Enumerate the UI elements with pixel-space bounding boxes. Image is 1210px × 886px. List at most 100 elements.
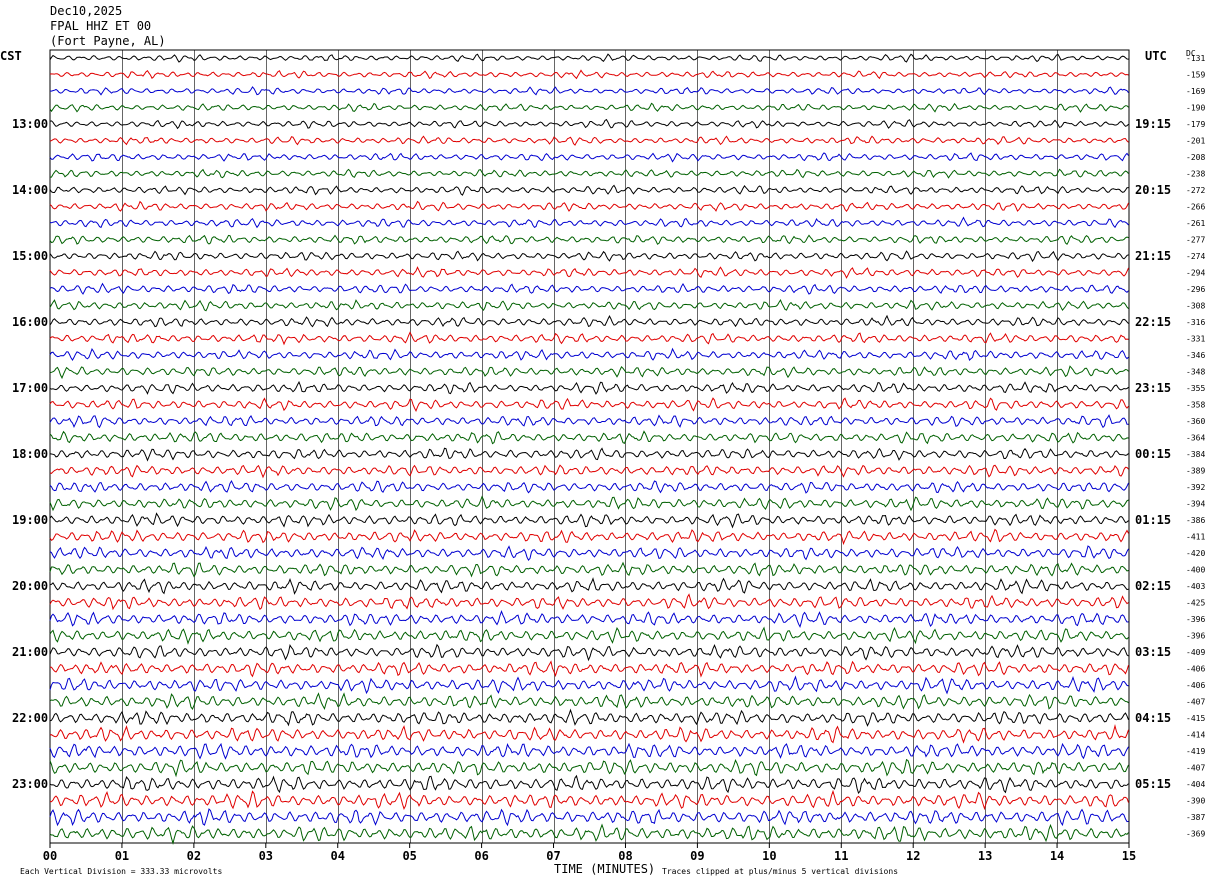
seismic-trace bbox=[49, 789, 1129, 811]
dc-offset-label: -420 bbox=[1186, 549, 1205, 558]
x-tick-label: 04 bbox=[331, 849, 345, 863]
dc-offset-label: -358 bbox=[1186, 401, 1205, 410]
dc-offset-label: -169 bbox=[1186, 87, 1205, 96]
seismic-trace bbox=[49, 397, 1129, 412]
dc-offset-label: -294 bbox=[1186, 269, 1205, 278]
dc-offset-label: -389 bbox=[1186, 467, 1205, 476]
dc-offset-label: -406 bbox=[1186, 681, 1205, 690]
right-hour-label: 05:15 bbox=[1135, 777, 1171, 791]
dc-offset-label: -407 bbox=[1186, 698, 1205, 707]
right-hour-label: 20:15 bbox=[1135, 183, 1171, 197]
dc-offset-label: -190 bbox=[1186, 104, 1205, 113]
left-timezone-label: CST bbox=[0, 49, 22, 63]
right-hour-label: 02:15 bbox=[1135, 579, 1171, 593]
seismic-trace bbox=[49, 660, 1129, 678]
dc-offset-label: -364 bbox=[1186, 434, 1205, 443]
seismic-trace bbox=[49, 692, 1129, 711]
dc-offset-label: -403 bbox=[1186, 582, 1205, 591]
right-hour-label: 22:15 bbox=[1135, 315, 1171, 329]
right-hour-label: 19:15 bbox=[1135, 117, 1171, 131]
dc-offset-label: -360 bbox=[1186, 417, 1205, 426]
x-tick-label: 03 bbox=[259, 849, 273, 863]
seismic-trace bbox=[49, 593, 1129, 611]
dc-offset-label: -411 bbox=[1186, 533, 1205, 542]
seismic-trace bbox=[49, 102, 1129, 113]
x-tick-label: 09 bbox=[690, 849, 704, 863]
right-hour-label: 03:15 bbox=[1135, 645, 1171, 659]
seismic-trace bbox=[49, 479, 1129, 494]
left-hour-label: 21:00 bbox=[12, 645, 48, 659]
seismic-trace bbox=[49, 53, 1129, 63]
seismic-trace bbox=[49, 545, 1129, 561]
dc-offset-label: -355 bbox=[1186, 384, 1205, 393]
seismic-trace bbox=[49, 234, 1129, 245]
dc-offset-label: -316 bbox=[1186, 318, 1205, 327]
x-tick-label: 08 bbox=[618, 849, 632, 863]
x-tick-label: 05 bbox=[402, 849, 416, 863]
left-hour-label: 20:00 bbox=[12, 579, 48, 593]
dc-offset-label: -415 bbox=[1186, 714, 1205, 723]
dc-offset-label: -131 bbox=[1186, 54, 1205, 63]
x-tick-label: 11 bbox=[834, 849, 848, 863]
left-hour-label: 17:00 bbox=[12, 381, 48, 395]
seismic-trace bbox=[50, 168, 1129, 179]
dc-offset-label: -208 bbox=[1186, 153, 1205, 162]
seismic-trace bbox=[49, 577, 1129, 595]
seismic-trace bbox=[49, 430, 1129, 445]
right-hour-label: 21:15 bbox=[1135, 249, 1171, 263]
seismic-trace bbox=[49, 69, 1129, 80]
seismic-trace bbox=[49, 314, 1129, 328]
dc-offset-label: -409 bbox=[1186, 648, 1205, 657]
location-label: (Fort Payne, AL) bbox=[50, 34, 166, 48]
seismic-trace bbox=[49, 675, 1129, 695]
dc-offset-label: -179 bbox=[1186, 120, 1205, 129]
station-label: FPAL HHZ ET 00 bbox=[50, 19, 152, 33]
x-tick-label: 12 bbox=[906, 849, 920, 863]
x-tick-label: 01 bbox=[115, 849, 129, 863]
dc-offset-label: -348 bbox=[1186, 368, 1205, 377]
plot-frame bbox=[49, 49, 1130, 844]
left-hour-label: 18:00 bbox=[12, 447, 48, 461]
dc-offset-label: -346 bbox=[1186, 351, 1205, 360]
x-tick-label: 10 bbox=[762, 849, 776, 863]
dc-offset-label: -296 bbox=[1186, 285, 1205, 294]
seismic-trace bbox=[49, 414, 1129, 429]
dc-offset-label: -394 bbox=[1186, 500, 1205, 509]
seismic-trace bbox=[49, 561, 1129, 578]
dc-offset-label: -425 bbox=[1186, 599, 1205, 608]
dc-offset-label: -400 bbox=[1186, 566, 1205, 575]
seismic-trace bbox=[49, 380, 1129, 395]
x-tick-label: 06 bbox=[474, 849, 488, 863]
seismic-trace bbox=[49, 184, 1129, 196]
dc-offset-label: -238 bbox=[1186, 170, 1205, 179]
seismic-trace bbox=[49, 495, 1129, 512]
dc-offset-label: -404 bbox=[1186, 780, 1205, 789]
seismic-trace bbox=[49, 464, 1129, 479]
left-hour-label: 19:00 bbox=[12, 513, 48, 527]
seismic-trace bbox=[49, 365, 1129, 380]
dc-offset-label: -419 bbox=[1186, 747, 1205, 756]
dc-offset-label: -406 bbox=[1186, 665, 1205, 674]
left-hour-label: 13:00 bbox=[12, 117, 48, 131]
scale-note: Each Vertical Division = 333.33 microvol… bbox=[20, 867, 223, 876]
left-hour-label: 22:00 bbox=[12, 711, 48, 725]
seismic-trace bbox=[49, 774, 1129, 795]
seismic-trace bbox=[49, 823, 1129, 845]
dc-offset-label: -387 bbox=[1186, 813, 1205, 822]
dc-offset-label: -308 bbox=[1186, 302, 1205, 311]
right-timezone-label: UTC bbox=[1145, 49, 1167, 63]
seismic-trace bbox=[49, 347, 1129, 362]
x-tick-label: 15 bbox=[1122, 849, 1136, 863]
dc-offset-label: -277 bbox=[1186, 236, 1205, 245]
dc-offset-label: -159 bbox=[1186, 71, 1205, 80]
dc-offset-label: -384 bbox=[1186, 450, 1205, 459]
dc-offset-label: -414 bbox=[1186, 731, 1205, 740]
dc-offset-label: -386 bbox=[1186, 516, 1205, 525]
seismic-trace bbox=[49, 299, 1129, 312]
dc-label: DC bbox=[1186, 49, 1196, 58]
seismic-trace bbox=[49, 216, 1129, 229]
dc-offset-label: -369 bbox=[1186, 830, 1205, 839]
left-hour-label: 16:00 bbox=[12, 315, 48, 329]
x-tick-label: 07 bbox=[546, 849, 560, 863]
